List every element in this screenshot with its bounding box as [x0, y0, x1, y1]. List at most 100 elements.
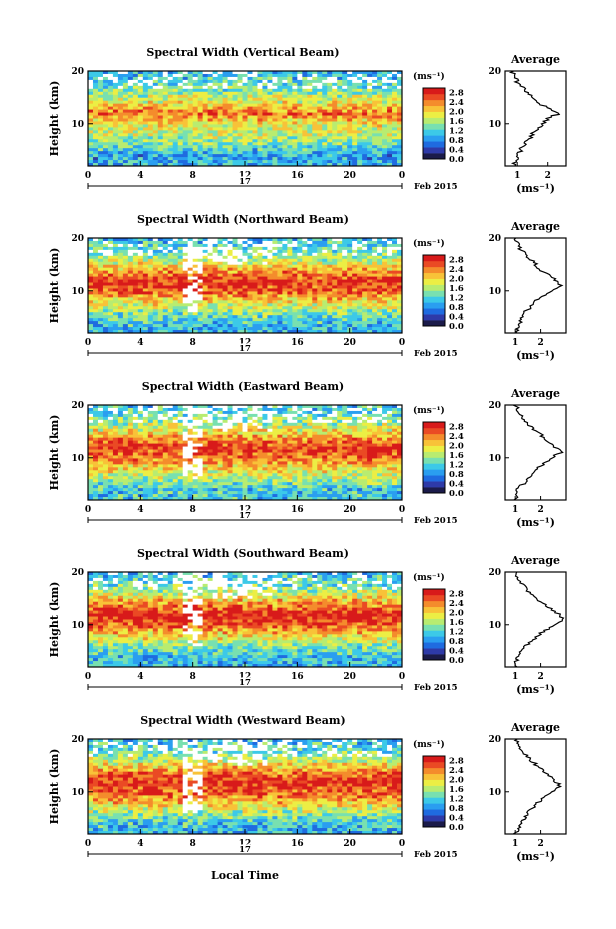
heatmap-cell — [232, 136, 238, 140]
heatmap-cell — [312, 330, 318, 334]
heatmap-cell — [267, 407, 273, 412]
heatmap-cell — [88, 306, 94, 310]
heatmap-cell — [147, 160, 154, 164]
heatmap-cell — [217, 312, 223, 316]
heatmap-cell — [217, 410, 223, 415]
heatmap-cell — [322, 324, 328, 328]
heatmap-cell — [132, 443, 139, 447]
heatmap-cell — [237, 142, 243, 146]
colorbar-segment — [423, 123, 445, 130]
heatmap-cell — [182, 422, 189, 427]
heatmap-cell — [257, 330, 263, 334]
heatmap-cell — [197, 267, 204, 272]
heatmap-cell — [202, 136, 209, 140]
heatmap-cell — [88, 434, 94, 439]
heatmap-cell — [97, 318, 104, 322]
heatmap-cell — [187, 133, 194, 137]
heatmap-cell — [252, 306, 258, 310]
heatmap-cell — [282, 103, 288, 108]
heatmap-cell — [272, 115, 278, 119]
heatmap-cell — [377, 312, 383, 316]
heatmap-cell — [282, 127, 288, 131]
heatmap-cell — [122, 85, 129, 90]
heatmap-cell — [102, 115, 109, 119]
heatmap-cell — [227, 124, 233, 128]
heatmap-cell — [307, 238, 313, 242]
heatmap-cell — [287, 437, 293, 442]
heatmap-cell — [382, 309, 388, 313]
heatmap-cell — [307, 121, 313, 125]
heatmap-cell — [287, 136, 293, 140]
heatmap-cell — [102, 130, 109, 134]
heatmap-cell — [172, 276, 179, 280]
heatmap-cell — [357, 82, 363, 87]
heatmap-cell — [382, 136, 388, 140]
heatmap-cell — [252, 315, 258, 319]
heatmap-cell — [247, 291, 253, 295]
colorbar-tick-label: 0.0 — [449, 155, 464, 165]
heatmap-cell — [277, 327, 283, 331]
heatmap-cell — [222, 79, 228, 84]
heatmap-cell — [302, 264, 308, 269]
heatmap-cell — [237, 71, 243, 75]
heatmap-cell — [227, 249, 233, 254]
heatmap-cell — [212, 407, 218, 412]
heatmap-cell — [347, 407, 353, 412]
heatmap-cell — [332, 327, 338, 331]
heatmap-cell — [192, 106, 199, 110]
heatmap-cell — [352, 112, 358, 116]
heatmap-cell — [102, 434, 109, 439]
heatmap-cell — [167, 407, 174, 412]
heatmap-cell — [307, 413, 313, 418]
heatmap-cell — [167, 419, 174, 424]
heatmap-cell — [182, 297, 189, 301]
heatmap-cell — [97, 303, 104, 307]
heatmap-cell — [342, 324, 348, 328]
heatmap-cell — [117, 428, 124, 433]
heatmap-cell — [112, 249, 119, 254]
heatmap-cell — [272, 428, 278, 433]
heatmap-cell — [322, 273, 328, 277]
heatmap-cell — [222, 109, 228, 113]
heatmap-cell — [277, 160, 283, 164]
heatmap-cell — [92, 413, 99, 418]
heatmap-cell — [277, 410, 283, 415]
heatmap-cell — [157, 118, 164, 122]
heatmap-cell — [312, 163, 318, 167]
heatmap-cell — [307, 285, 313, 289]
heatmap-cell — [297, 282, 303, 286]
heatmap-cell — [88, 327, 94, 331]
heatmap-cell — [222, 82, 228, 87]
heatmap-cell — [257, 440, 263, 444]
heatmap-cell — [192, 434, 199, 439]
heatmap-cell — [267, 413, 273, 418]
heatmap-cell — [167, 431, 174, 436]
heatmap-cell — [362, 267, 368, 272]
heatmap-cell — [257, 273, 263, 277]
heatmap-cell — [132, 238, 139, 242]
heatmap-cell — [392, 109, 398, 113]
heatmap-cell — [127, 91, 134, 96]
heatmap-cell — [157, 405, 164, 409]
heatmap-cell — [287, 273, 293, 277]
heatmap-cell — [92, 407, 99, 412]
heatmap-cell — [337, 79, 343, 84]
heatmap-cell — [347, 79, 353, 84]
heatmap-cell — [377, 413, 383, 418]
heatmap-cell — [232, 112, 238, 116]
heatmap-cell — [317, 109, 323, 113]
heatmap-cell — [262, 100, 268, 105]
heatmap-cell — [347, 133, 353, 137]
heatmap-cell — [282, 118, 288, 122]
heatmap-cell — [357, 136, 363, 140]
heatmap-cell — [107, 139, 114, 143]
heatmap-cell — [192, 163, 199, 167]
heatmap-cell — [367, 261, 373, 266]
heatmap-cell — [202, 312, 209, 316]
heatmap-cell — [377, 97, 383, 102]
heatmap-cell — [88, 249, 94, 254]
heatmap-cell — [292, 148, 298, 152]
heatmap-cell — [377, 294, 383, 298]
heatmap-cell — [332, 136, 338, 140]
heatmap-cell — [88, 264, 94, 269]
